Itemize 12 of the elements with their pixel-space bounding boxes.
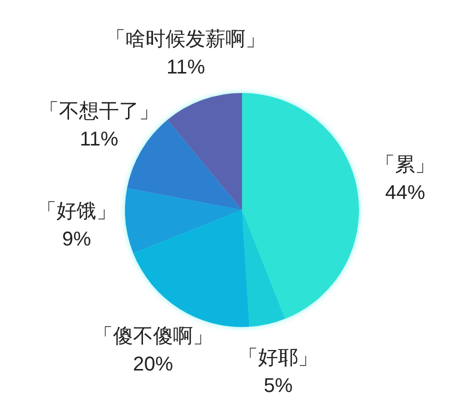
- data-label: 9%: [62, 228, 92, 251]
- data-label: 20%: [132, 353, 174, 376]
- data-label: 5%: [264, 375, 293, 398]
- data-label: 11%: [80, 128, 118, 150]
- data-label: 44%: [385, 182, 426, 204]
- slice-label: 「累」: [375, 154, 436, 176]
- slice-label: 「不想干了」: [38, 100, 159, 122]
- data-label: 11%: [166, 56, 206, 79]
- slice-label: 「傻不傻啊」: [92, 325, 213, 348]
- slice-label: 「好耶」: [238, 347, 318, 370]
- slice-label: 「啥时候发薪啊」: [106, 28, 266, 51]
- slice-label: 「好饿」: [36, 200, 117, 223]
